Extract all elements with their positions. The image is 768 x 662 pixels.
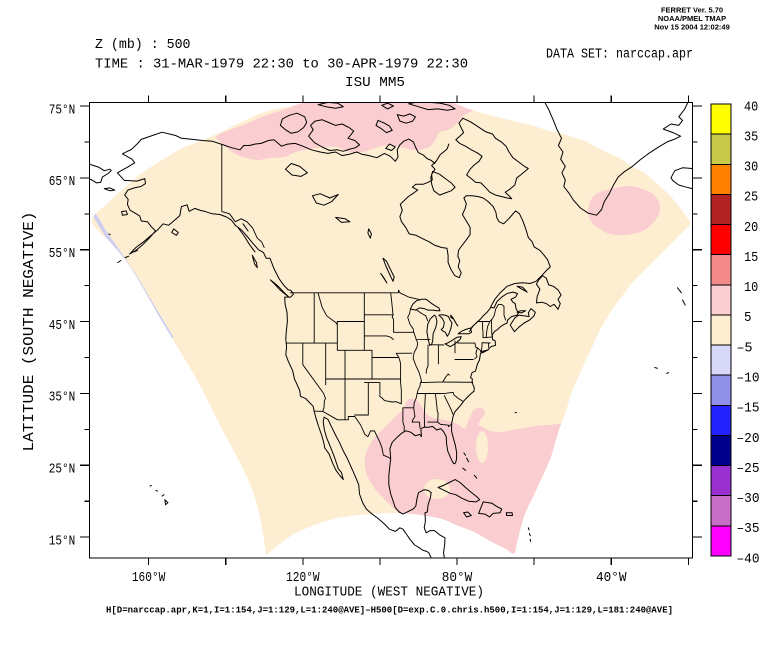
svg-text:45°N: 45°N (49, 319, 76, 334)
svg-text:120°W: 120°W (286, 571, 320, 586)
svg-text:25: 25 (744, 191, 758, 206)
svg-text:–15: –15 (737, 402, 760, 417)
svg-text:Z (mb) : 500: Z (mb) : 500 (95, 37, 191, 53)
svg-text:75°N: 75°N (49, 103, 76, 118)
svg-text:35: 35 (744, 130, 758, 145)
svg-text:–30: –30 (737, 492, 760, 507)
svg-text:NOAA/PMEL TMAP: NOAA/PMEL TMAP (658, 14, 726, 23)
svg-text:40°W: 40°W (596, 571, 627, 586)
svg-text:LONGITUDE (WEST NEGATIVE): LONGITUDE (WEST NEGATIVE) (294, 585, 484, 601)
svg-text:40: 40 (744, 100, 758, 115)
svg-text:25°N: 25°N (49, 463, 76, 478)
svg-text:160°W: 160°W (132, 571, 166, 586)
svg-text:Nov 15 2004 12:02:49: Nov 15 2004 12:02:49 (654, 23, 729, 32)
svg-text:–35: –35 (737, 522, 760, 537)
svg-text:10: 10 (744, 281, 758, 296)
svg-text:15: 15 (744, 251, 758, 266)
svg-text:–40: –40 (737, 552, 760, 567)
svg-text:5: 5 (744, 311, 752, 326)
svg-text:–20: –20 (737, 432, 760, 447)
svg-text:15°N: 15°N (49, 534, 76, 549)
svg-text:55°N: 55°N (49, 247, 76, 262)
svg-text:LATITUDE (SOUTH NEGATIVE): LATITUDE (SOUTH NEGATIVE) (21, 212, 38, 452)
svg-text:TIME : 31-MAR-1979 22:30 to 30: TIME : 31-MAR-1979 22:30 to 30-APR-1979 … (95, 57, 468, 73)
svg-text:ISU MM5: ISU MM5 (345, 75, 405, 91)
svg-text:65°N: 65°N (49, 175, 76, 190)
svg-text:FERRET Ver. 5.70: FERRET Ver. 5.70 (661, 6, 723, 15)
svg-text:–5: –5 (737, 341, 753, 356)
svg-text:–25: –25 (737, 462, 760, 477)
svg-text:H[D=narccap.apr,K=1,I=1:154,J=: H[D=narccap.apr,K=1,I=1:154,J=1:129,L=1:… (106, 606, 673, 616)
svg-text:20: 20 (744, 221, 758, 236)
svg-text:DATA SET: narccap.apr: DATA SET: narccap.apr (546, 48, 693, 63)
svg-text:80°W: 80°W (442, 571, 473, 586)
svg-text:–10: –10 (737, 372, 760, 387)
svg-text:30: 30 (744, 161, 758, 176)
svg-text:35°N: 35°N (49, 391, 76, 406)
